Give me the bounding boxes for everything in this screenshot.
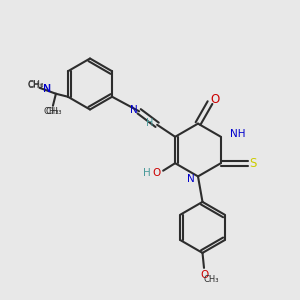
Text: N: N xyxy=(43,84,51,94)
Text: H: H xyxy=(143,168,151,178)
Text: S: S xyxy=(250,157,257,170)
Text: N: N xyxy=(130,105,138,115)
Text: CH₃: CH₃ xyxy=(204,275,219,284)
Text: N: N xyxy=(43,84,51,94)
Text: N: N xyxy=(187,174,194,184)
Text: CH₃: CH₃ xyxy=(44,106,59,116)
Text: H: H xyxy=(146,118,153,128)
Text: NH: NH xyxy=(230,129,245,139)
Text: O: O xyxy=(152,168,161,178)
Text: CH₃: CH₃ xyxy=(45,107,62,116)
Text: O: O xyxy=(200,269,208,280)
Text: CH₃: CH₃ xyxy=(28,80,44,89)
Text: CH₃: CH₃ xyxy=(27,81,43,90)
Text: O: O xyxy=(211,93,220,106)
